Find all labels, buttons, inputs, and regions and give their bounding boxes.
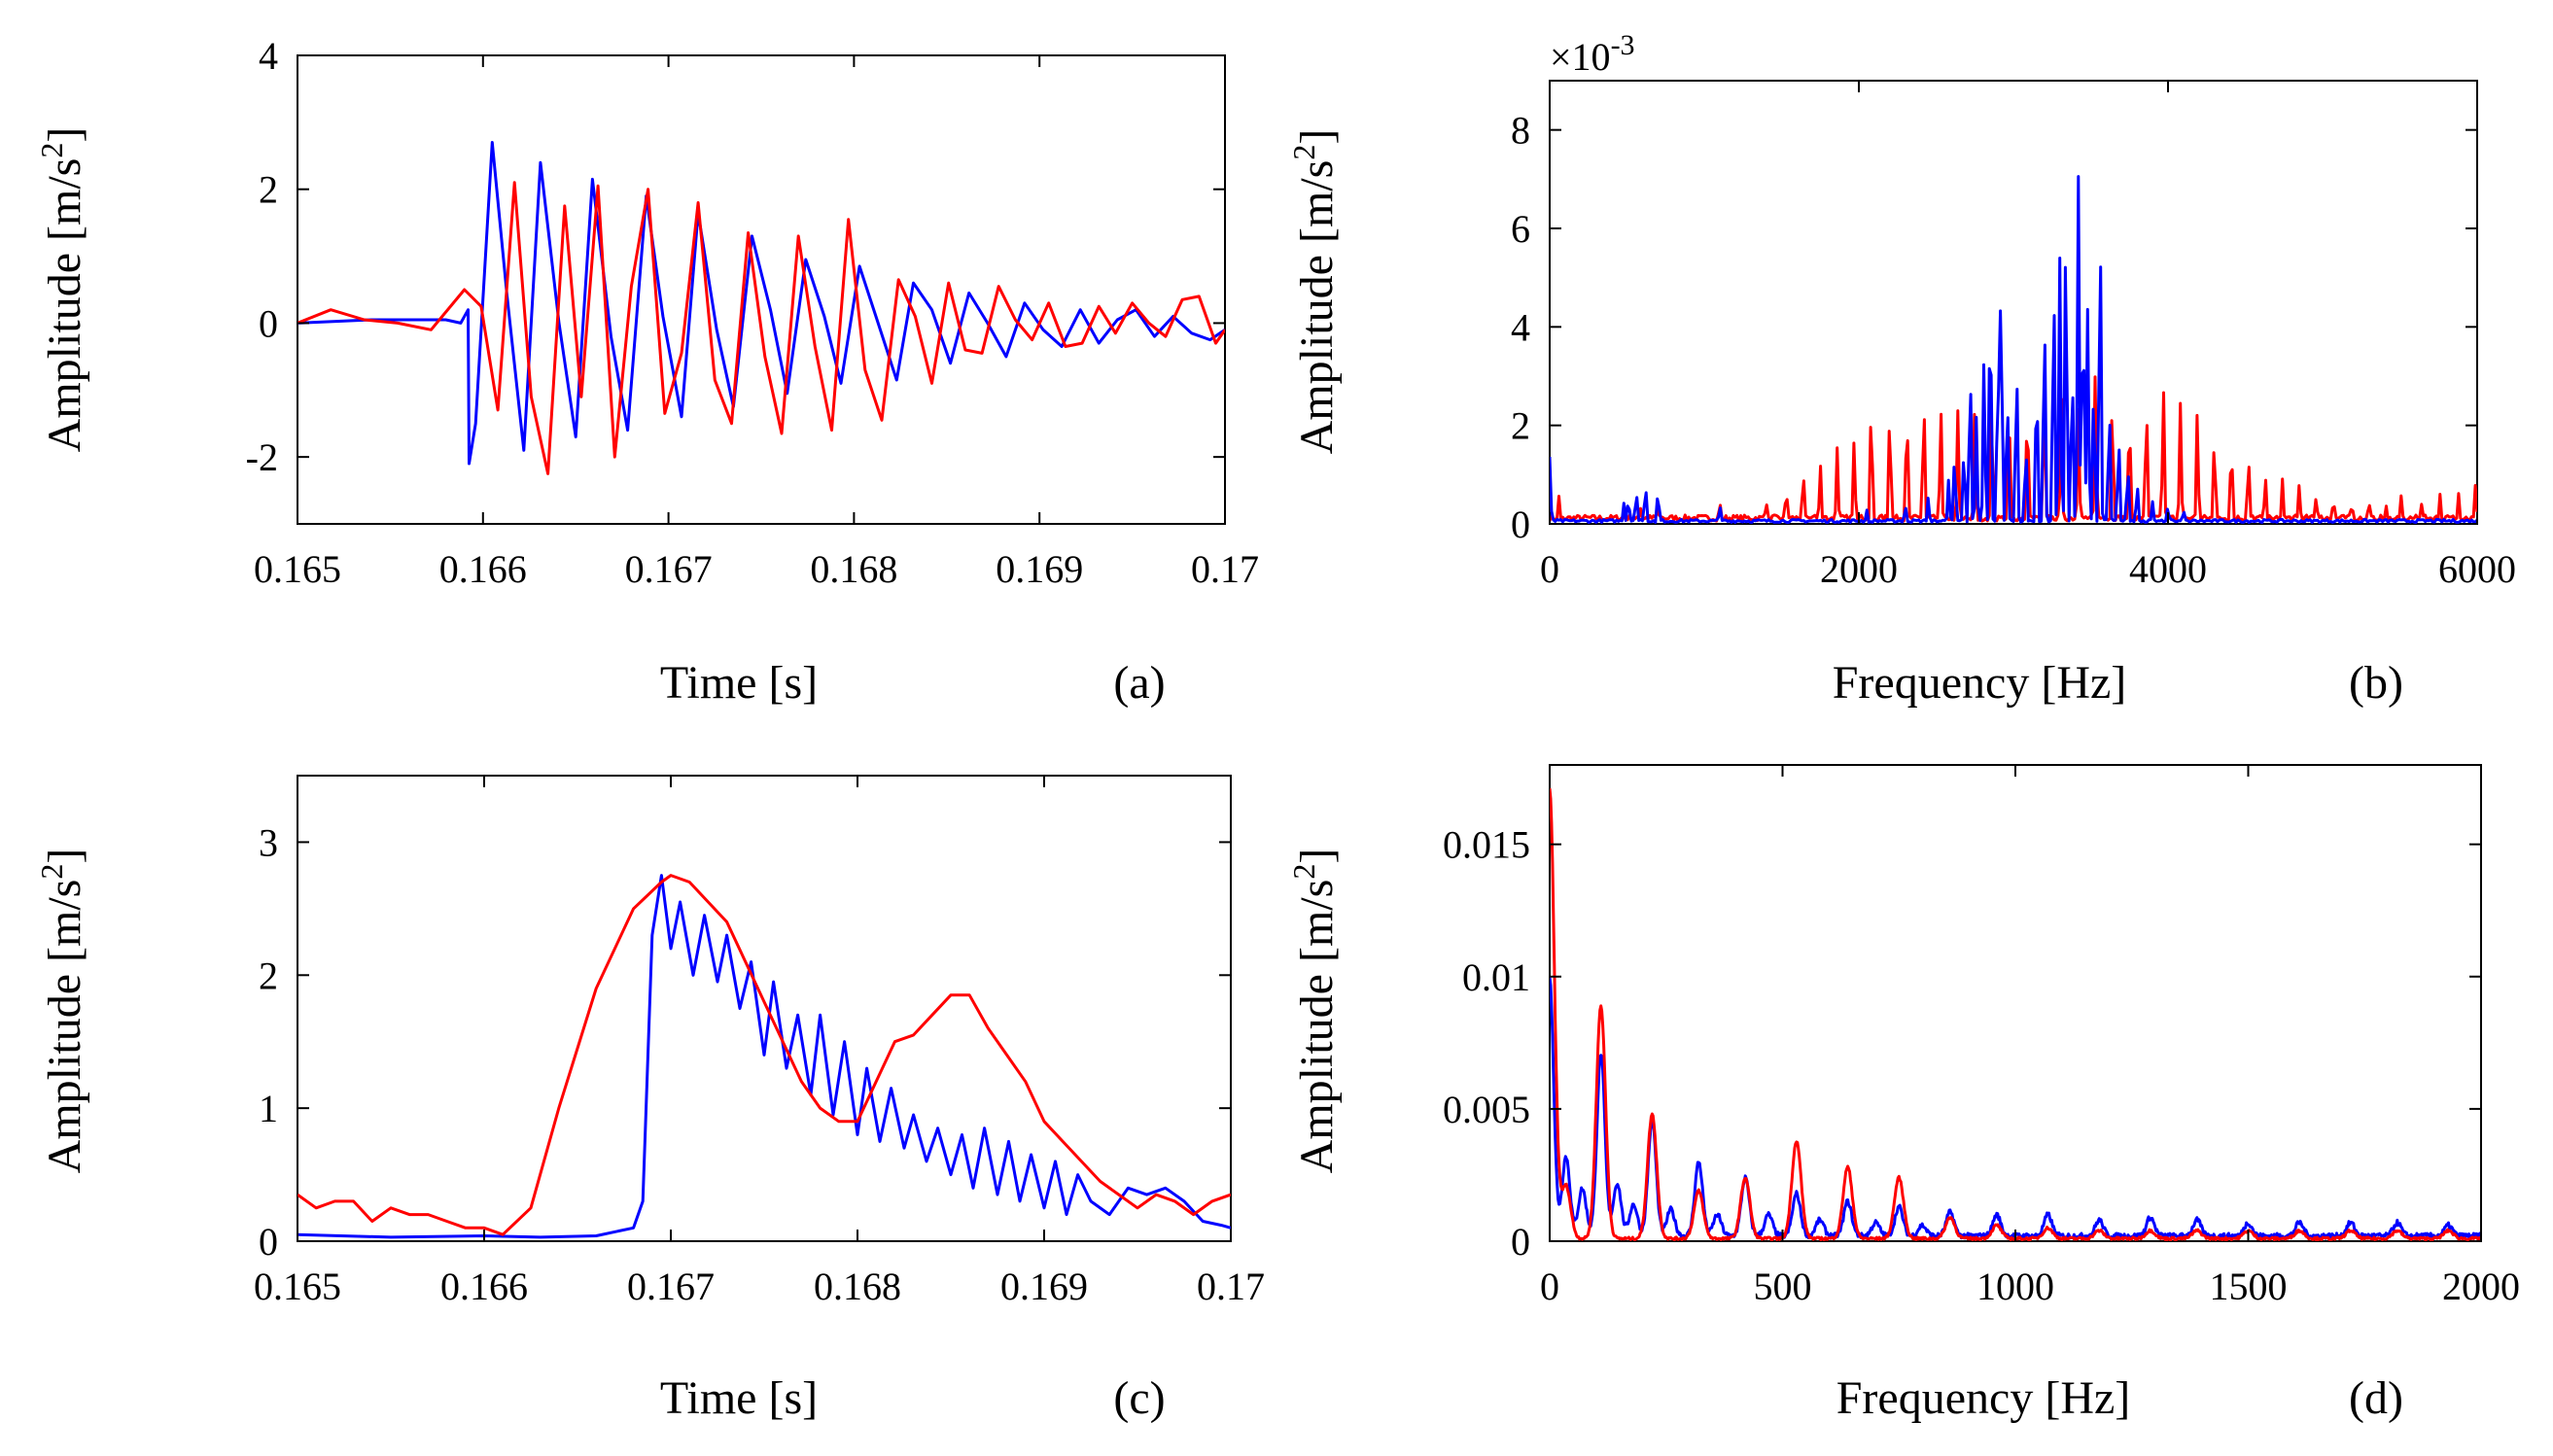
axis-ticks: 0.165 0.166 0.167 0.168 0.169 0.17 0 1 2 3 <box>254 776 1265 1308</box>
x-tick-label: 0.169 <box>1000 1265 1088 1308</box>
y-axis-exponent: ×10-3 <box>1550 29 1635 79</box>
panel-label: (d) <box>2349 1372 2403 1424</box>
x-tick-label: 0.166 <box>439 547 527 591</box>
y-axis-label: Amplitude [m/s2] <box>34 849 90 1174</box>
series-1-trace <box>1550 976 2481 1240</box>
x-tick-label: 0.168 <box>814 1265 901 1308</box>
plot-area-frame <box>297 54 1226 525</box>
x-tick-label: 0.167 <box>625 547 713 591</box>
x-tick-label: 4000 <box>2129 547 2207 591</box>
x-tick-label: 0.17 <box>1191 547 1259 591</box>
exponent-base: ×10 <box>1550 35 1611 79</box>
series-2-trace <box>297 874 1231 1236</box>
y-axis-label-superscript: 2 <box>1286 145 1321 160</box>
y-tick-label: 0.01 <box>1462 955 1530 999</box>
x-tick-label: 0 <box>1540 547 1559 591</box>
data-traces <box>1550 175 2477 524</box>
plot-area-frame <box>1549 764 2482 1242</box>
x-tick-label: 0.165 <box>254 547 341 591</box>
series-1-trace <box>297 141 1225 466</box>
plot-area-frame <box>297 775 1232 1242</box>
x-tick-label: 1000 <box>1976 1265 2054 1308</box>
x-tick-label: 0.166 <box>440 1265 528 1308</box>
y-axis-label-end: ] <box>1291 849 1343 864</box>
data-traces <box>297 141 1225 475</box>
x-tick-label: 0 <box>1540 1265 1559 1308</box>
y-tick-label: -2 <box>246 435 278 479</box>
y-axis-label-text: Amplitude [m/s <box>1291 160 1343 455</box>
x-axis-label: Time [s] <box>660 657 818 709</box>
exponent-power: -3 <box>1611 29 1635 61</box>
y-tick-label: 0 <box>259 301 278 345</box>
y-axis-label-superscript: 2 <box>34 864 69 880</box>
x-tick-label: 0.165 <box>254 1265 341 1308</box>
series-2-trace <box>1550 788 2481 1241</box>
axis-ticks: 0 2000 4000 6000 0 2 4 6 8 <box>1511 81 2516 591</box>
y-axis-label: Amplitude [m/s2] <box>34 127 90 453</box>
x-axis-label: Frequency [Hz] <box>1836 1372 2131 1424</box>
series-1-trace <box>297 874 1231 1239</box>
y-axis-label: Amplitude [m/s2] <box>1286 849 1343 1174</box>
y-axis-label-text: Amplitude [m/s <box>1291 880 1343 1174</box>
x-tick-label: 0.169 <box>996 547 1083 591</box>
y-tick-label: 2 <box>259 953 278 997</box>
y-tick-label: 0 <box>259 1220 278 1264</box>
y-tick-label: 4 <box>1511 305 1530 349</box>
data-traces <box>297 874 1231 1239</box>
data-traces <box>1550 788 2481 1241</box>
x-tick-label: 0.167 <box>627 1265 715 1308</box>
series-2-trace <box>1550 175 2477 524</box>
panel-label: (a) <box>1113 657 1165 709</box>
y-axis-label-end: ] <box>39 127 90 143</box>
y-tick-label: 4 <box>259 34 278 78</box>
x-tick-label: 2000 <box>1820 547 1898 591</box>
axis-ticks: 0 500 1000 1500 2000 0 0.005 0.01 0.015 <box>1443 765 2520 1308</box>
y-tick-label: 1 <box>259 1087 278 1130</box>
series-2-trace <box>297 181 1225 475</box>
x-axis-label: Time [s] <box>660 1372 818 1424</box>
y-tick-label: 8 <box>1511 109 1530 153</box>
plot-area-frame <box>1549 80 2478 525</box>
x-tick-label: 0.168 <box>810 547 897 591</box>
y-axis-label-superscript: 2 <box>1286 864 1321 880</box>
y-tick-label: 0 <box>1511 503 1530 546</box>
x-tick-label: 500 <box>1754 1265 1812 1308</box>
y-tick-label: 2 <box>259 168 278 212</box>
panel-label: (c) <box>1113 1372 1165 1424</box>
axis-ticks: 0.165 0.166 0.167 0.168 0.169 0.17 -2 0 2 4 <box>246 34 1259 591</box>
panel-label: (b) <box>2349 657 2403 709</box>
y-axis-label: Amplitude [m/s2] <box>1286 129 1343 455</box>
x-tick-label: 6000 <box>2438 547 2516 591</box>
y-tick-label: 6 <box>1511 207 1530 251</box>
panel-c-time-envelope: 0.165 0.166 0.167 0.168 0.169 0.17 0 1 2 3 Time [… <box>34 775 1265 1424</box>
x-tick-label: 2000 <box>2442 1265 2520 1308</box>
y-axis-label-end: ] <box>39 849 90 864</box>
y-tick-label: 3 <box>259 820 278 864</box>
y-tick-label: 0.015 <box>1443 823 1530 867</box>
y-axis-label-text: Amplitude [m/s <box>39 158 90 453</box>
y-tick-label: 0 <box>1511 1220 1530 1264</box>
panel-a-time-signal: 0.165 0.166 0.167 0.168 0.169 0.17 -2 0 2 4 Time … <box>34 34 1259 709</box>
y-tick-label: 0.005 <box>1443 1088 1530 1131</box>
y-axis-label-text: Amplitude [m/s <box>39 880 90 1174</box>
x-tick-label: 1500 <box>2210 1265 2288 1308</box>
y-axis-label-superscript: 2 <box>34 143 69 158</box>
y-axis-label-end: ] <box>1291 129 1343 145</box>
y-tick-label: 2 <box>1511 404 1530 448</box>
panel-d-envelope-spectrum: 0 500 1000 1500 2000 0 0.005 0.01 0.015 Frequenc… <box>1286 764 2520 1424</box>
x-axis-label: Frequency [Hz] <box>1833 657 2127 709</box>
x-tick-label: 0.17 <box>1197 1265 1265 1308</box>
